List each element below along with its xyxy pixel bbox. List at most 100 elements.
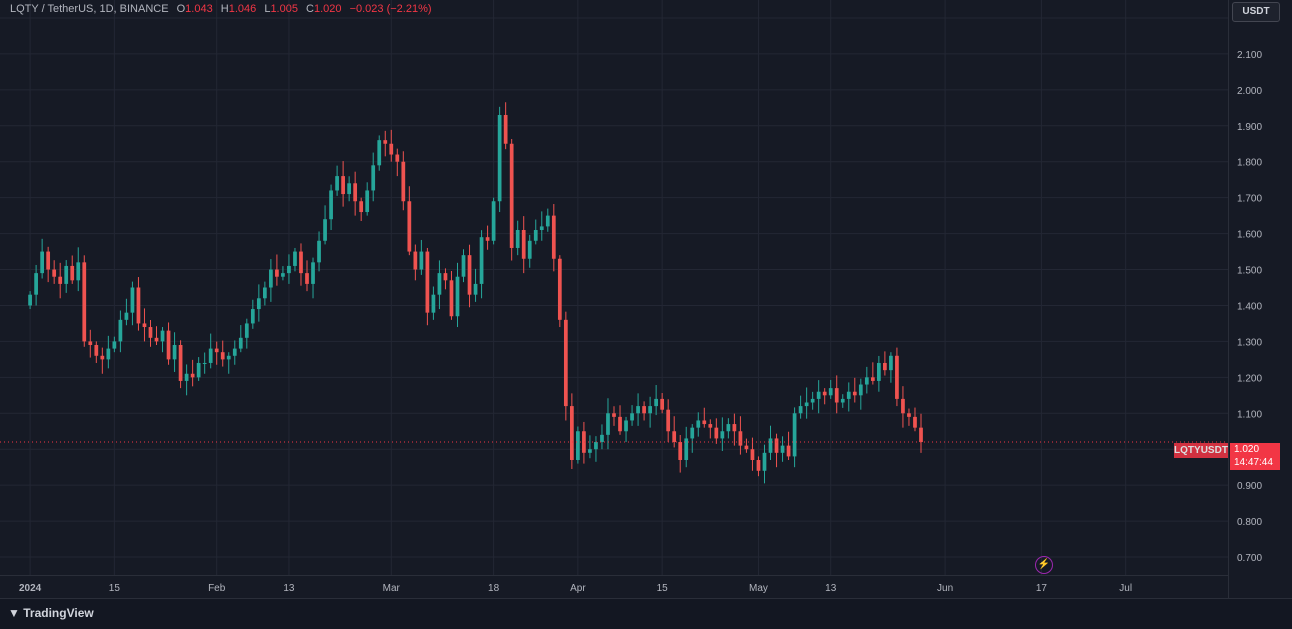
candle-body [497, 115, 502, 202]
candle-body [726, 424, 731, 432]
candle-body [479, 237, 484, 284]
candle-body [557, 258, 562, 320]
candle-body [756, 460, 761, 471]
time-tick-label: 2024 [19, 583, 42, 594]
candle-body [371, 165, 376, 191]
candle-body [672, 431, 677, 443]
time-tick-label: 18 [488, 583, 500, 594]
candle-body [473, 283, 478, 295]
price-axis[interactable]: 2.2002.1002.0001.9001.8001.7001.6001.500… [1228, 0, 1292, 598]
candle-body [840, 398, 845, 403]
candle-body [455, 276, 460, 317]
brand-name: TradingView [23, 606, 94, 620]
price-tick-label: 1.400 [1237, 301, 1262, 312]
candle-body [503, 115, 508, 144]
candle-body [515, 230, 520, 248]
candle-body [533, 230, 538, 241]
candle-body [810, 398, 815, 403]
candle-body [852, 391, 857, 396]
candle-body [335, 176, 339, 191]
candle-body [630, 413, 634, 421]
candle-body [88, 341, 93, 345]
candle-body [341, 176, 345, 195]
candle-body [822, 391, 827, 396]
time-tick-label: Mar [383, 583, 401, 594]
candle-body [485, 237, 490, 241]
time-axis[interactable]: 2024 15 Feb 13 Mar 18 Apr 15 May 13 Jun 17 Jul [0, 575, 1228, 599]
candle-body [883, 362, 887, 371]
price-tick-label: 1.900 [1237, 122, 1262, 133]
candle-body [317, 240, 321, 263]
candle-body [551, 215, 556, 259]
candle-body [359, 201, 364, 213]
candle-body [413, 251, 418, 270]
candle-body [690, 427, 695, 439]
candle-body [792, 413, 797, 457]
candle-body [527, 240, 532, 259]
candle-body [708, 424, 713, 428]
candle-body [576, 431, 580, 460]
price-tick-label: 0.900 [1237, 481, 1262, 492]
candle-body [491, 201, 496, 241]
candle-body [714, 427, 719, 439]
candle-body [678, 442, 683, 460]
candle-body [828, 388, 833, 396]
candle-body [136, 287, 141, 324]
candle-body [365, 190, 370, 213]
symbol-title: LQTY / TetherUS, 1D, BINANCE [10, 3, 169, 15]
currency-button[interactable]: USDT [1232, 2, 1280, 22]
candle-body [202, 362, 207, 364]
candle-body [876, 362, 881, 381]
tradingview-logo[interactable]: ▼ TradingView [8, 606, 94, 620]
candle-body [509, 143, 514, 248]
candle-body [762, 452, 767, 471]
candle-body [907, 413, 911, 417]
candle-body [208, 348, 213, 363]
candle-body [702, 420, 707, 425]
lightning-icon[interactable]: ⚡ [1035, 556, 1053, 574]
candle-body [52, 269, 57, 277]
candle-body [353, 183, 358, 202]
candle-body [305, 273, 309, 284]
candle-body [913, 416, 917, 428]
candle-body [281, 273, 285, 277]
candle-body [732, 424, 737, 432]
candle-body [275, 269, 279, 277]
candle-body [323, 219, 327, 241]
candle-body [250, 309, 255, 324]
candlestick-chart [0, 0, 1228, 575]
candle-body [594, 442, 598, 450]
candle-body [34, 273, 38, 295]
bar-countdown: 14:47:44 [1234, 457, 1273, 468]
close-label: C [306, 3, 314, 15]
candle-body [383, 140, 388, 144]
candle-body [269, 269, 273, 288]
candle-body [232, 348, 237, 356]
candle-body [311, 262, 315, 284]
candle-body [142, 323, 147, 328]
candle-body [582, 431, 586, 453]
candle-body [112, 341, 117, 349]
candle-body [40, 251, 45, 274]
candle-body [389, 143, 394, 155]
price-axis-labels: 2.2002.1002.0001.9001.8001.7001.6001.500… [1237, 14, 1262, 564]
candle-body [299, 251, 303, 274]
time-axis-labels: 2024 15 Feb 13 Mar 18 Apr 15 May 13 Jun 17 Jul [19, 583, 1132, 594]
candle-body [612, 413, 616, 417]
candle-body [919, 427, 923, 443]
candle-body [816, 391, 821, 399]
candle-body [82, 262, 87, 342]
candle-body [395, 154, 400, 162]
candle-body [738, 431, 743, 446]
candle-body [244, 323, 249, 338]
candle-body [64, 265, 69, 284]
candle-body [425, 251, 430, 313]
time-tick-label: Jul [1119, 583, 1132, 594]
price-tick-label: 1.100 [1237, 409, 1262, 420]
chart-plot-area[interactable] [0, 0, 1228, 598]
candle-body [901, 398, 905, 414]
candle-body [780, 445, 785, 453]
price-tick-label: 2.000 [1237, 86, 1262, 97]
time-tick-label: 15 [109, 583, 121, 594]
candle-body [768, 438, 773, 453]
